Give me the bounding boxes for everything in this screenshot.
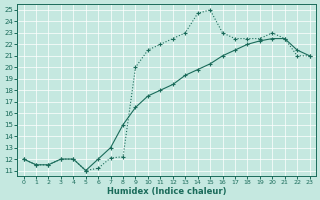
- X-axis label: Humidex (Indice chaleur): Humidex (Indice chaleur): [107, 187, 226, 196]
